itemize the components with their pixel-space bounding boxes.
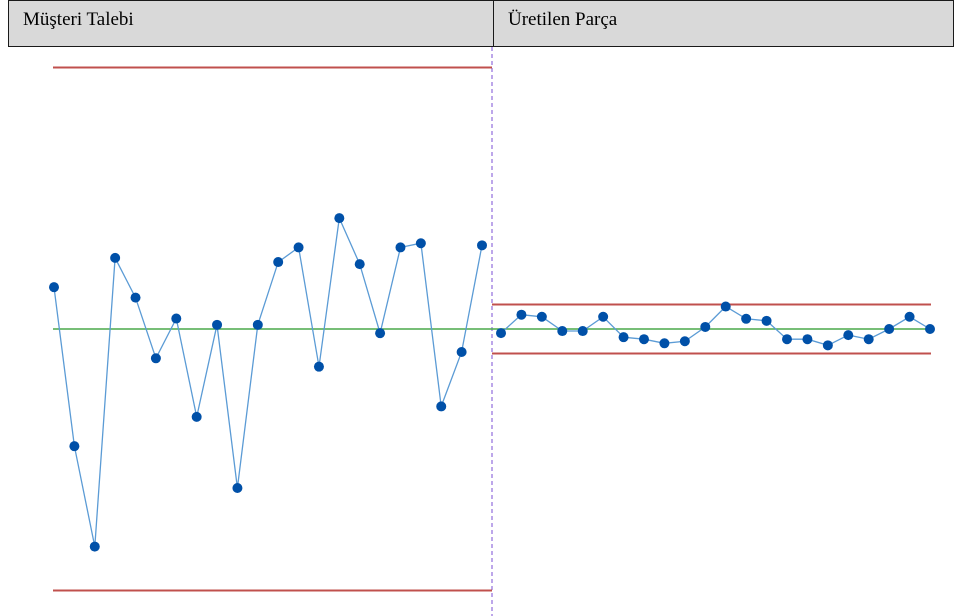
right-data-point [557, 326, 568, 337]
right-data-point [925, 324, 935, 334]
left-data-point [395, 242, 406, 253]
left-data-point [150, 353, 161, 364]
right-data-point [639, 334, 649, 345]
left-data-point [436, 401, 447, 412]
left-data-point [232, 482, 243, 493]
left-data-point [110, 252, 121, 263]
header-left-label: Müşteri Talebi [23, 9, 134, 30]
left-data-point [334, 213, 345, 224]
left-series-line [53, 215, 483, 547]
right-data-point [516, 309, 527, 320]
right-data-point [761, 315, 772, 326]
chart-header: Müşteri Talebi Üretilen Parça [8, 0, 954, 47]
right-data-point [679, 336, 690, 347]
right-data-point [598, 311, 609, 322]
right-data-point [843, 330, 854, 341]
right-data-point [659, 338, 670, 349]
left-data-point [191, 411, 202, 422]
header-right-cell: Üretilen Parça [494, 1, 953, 46]
left-data-point [293, 242, 304, 253]
left-data-point [130, 292, 141, 303]
right-series-line [500, 305, 931, 346]
left-data-point [273, 257, 284, 268]
header-right-label: Üretilen Parça [508, 9, 618, 30]
left-data-point [212, 319, 223, 330]
left-data-point [375, 328, 386, 339]
right-data-point [884, 324, 895, 334]
header-left-cell: Müşteri Talebi [9, 1, 494, 46]
right-data-point [577, 326, 588, 337]
right-data-point [700, 321, 711, 332]
left-data-point [415, 238, 426, 249]
left-data-point [49, 282, 59, 293]
right-data-point [863, 334, 874, 345]
left-data-point [354, 259, 365, 270]
left-data-point [252, 319, 263, 330]
left-data-point [171, 313, 182, 324]
left-data-point [477, 240, 487, 251]
left-data-point [69, 441, 80, 452]
right-data-point [802, 334, 813, 345]
left-data-point [89, 541, 100, 552]
right-data-point [536, 311, 547, 322]
right-data-point [741, 313, 752, 324]
right-data-point [904, 311, 915, 322]
right-data-point [618, 332, 629, 343]
left-data-point [313, 361, 324, 372]
left-data-point [456, 347, 467, 358]
right-data-point [822, 340, 833, 351]
right-data-point [720, 301, 731, 312]
right-data-point [782, 334, 792, 345]
right-data-point [496, 328, 506, 339]
